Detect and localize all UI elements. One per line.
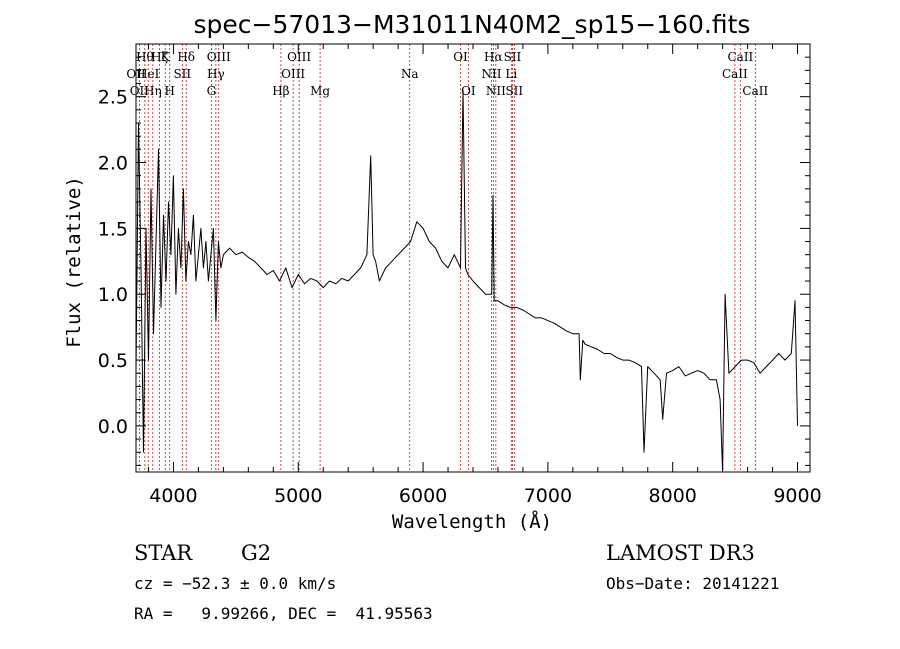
x-tick-label: 4000 [149, 485, 197, 507]
line-marker-label: NII [486, 84, 506, 98]
line-marker-label: Hθ [136, 50, 154, 64]
y-tick-label: 2.5 [98, 87, 128, 109]
line-marker-label: Hγ [207, 67, 225, 81]
line-marker-label: Hα [484, 50, 503, 64]
line-marker-label: CaII [742, 84, 768, 98]
survey-name: LAMOST DR3 [606, 541, 755, 565]
y-tick-label: 1.5 [98, 218, 128, 240]
y-tick-label: 2.0 [98, 153, 128, 175]
y-tick-label: 0.5 [98, 350, 128, 372]
line-marker-label: Li [505, 67, 517, 81]
chart-title: spec−57013−M31011N40M2_sp15−160.fits [194, 10, 751, 39]
line-marker-label: Hζ [151, 50, 168, 64]
line-marker-label: CaII [722, 67, 748, 81]
line-marker-label: Hβ [272, 84, 289, 98]
object-class: STAR [134, 541, 193, 565]
marker-labels: OII OII Hθ HeI Hη HζK H SII Hδ G Hγ OIII Hβ OIII OIII M… [126, 50, 768, 98]
line-markers [135, 44, 756, 472]
line-marker-label: H [164, 84, 174, 98]
y-tick-label: 1.0 [98, 284, 128, 306]
line-marker-label: OI [461, 84, 476, 98]
line-marker-label: OIII [281, 67, 305, 81]
line-marker-label: HeI [137, 67, 160, 81]
spectrum-series [135, 89, 798, 473]
line-marker-label: NII [481, 67, 501, 81]
y-axis-label: Flux (relative) [63, 176, 85, 348]
y-tick-label: 0.0 [98, 416, 128, 438]
line-marker-label: OII [126, 67, 146, 81]
redshift-velocity: cz = −52.3 ± 0.0 km/s [134, 574, 336, 593]
line-marker-label: Na [401, 67, 419, 81]
line-marker-label: Hδ [177, 50, 195, 64]
line-marker-label: SII [173, 67, 191, 81]
plot-frame [135, 43, 811, 473]
subclass: G2 [241, 541, 271, 565]
coordinates: RA = 9.99266, DEC = 41.95563 [134, 604, 433, 623]
spectrum-line [135, 89, 798, 473]
x-tick-label: 9000 [773, 485, 821, 507]
line-marker-label: K [161, 50, 171, 64]
info-panel: STAR G2 LAMOST DR3 cz = −52.3 ± 0.0 km/s… [134, 541, 779, 623]
x-tick-label: 7000 [524, 485, 572, 507]
line-marker-label: OI [453, 50, 468, 64]
line-marker-label: Hη [144, 84, 162, 98]
line-marker-label: OIII [287, 50, 311, 64]
line-marker-label: OIII [207, 50, 231, 64]
line-marker-label: Mg [310, 84, 330, 98]
x-tick-label: 8000 [649, 485, 697, 507]
x-tick-label: 6000 [399, 485, 447, 507]
line-marker-label: SII [505, 84, 523, 98]
line-marker-label: G [207, 84, 217, 98]
axis-ticks: 4000 5000 6000 7000 8000 9000 0.0 0.5 1.0 1.5 2.0 2… [98, 44, 822, 507]
line-marker-label: SII [504, 50, 522, 64]
obs-date: Obs−Date: 20141221 [606, 574, 779, 593]
line-marker-label: CaII [727, 50, 753, 64]
x-axis-label: Wavelength (Å) [392, 510, 552, 533]
line-marker-label: OII [130, 84, 150, 98]
x-tick-label: 5000 [274, 485, 322, 507]
